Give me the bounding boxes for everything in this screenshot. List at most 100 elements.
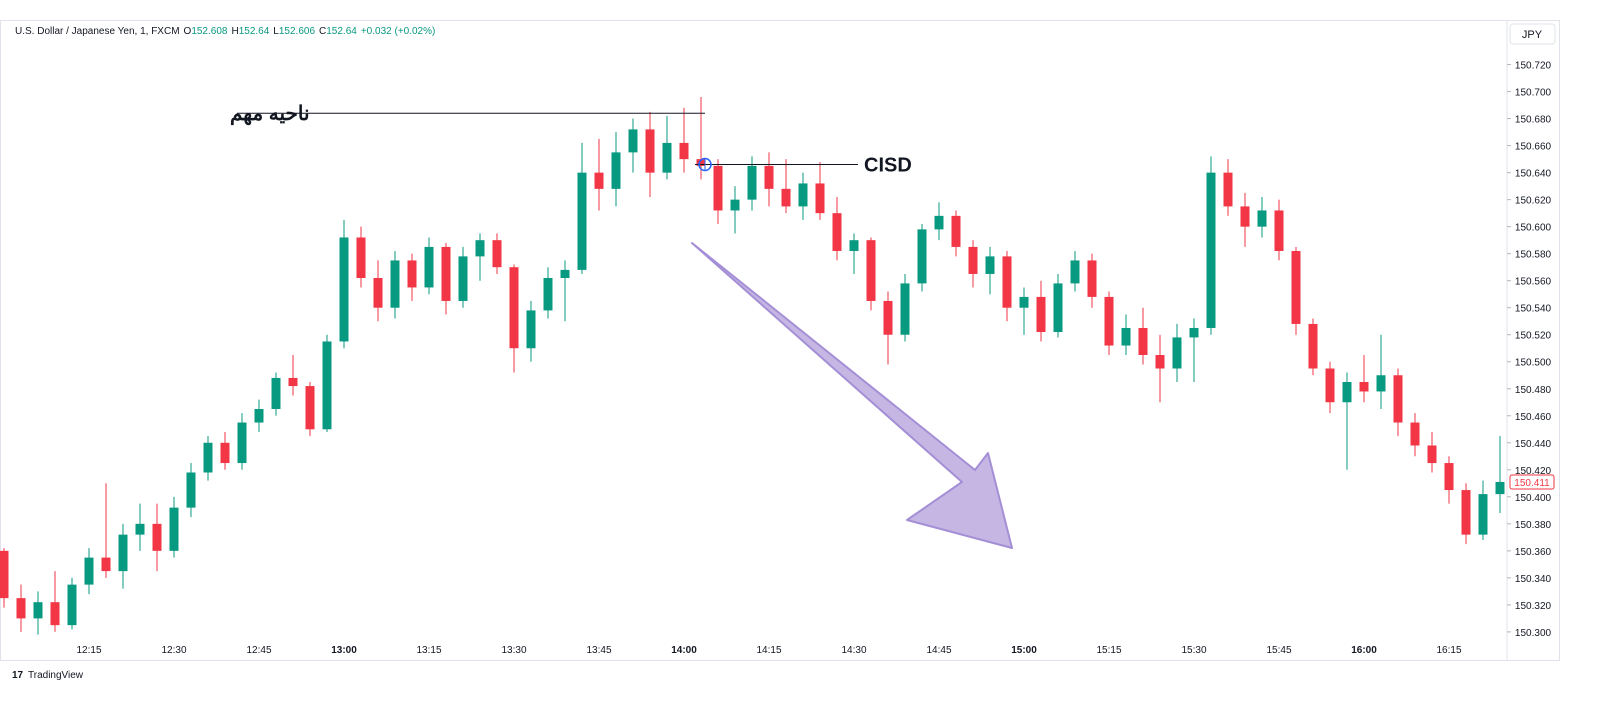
candle-body (33, 602, 43, 619)
y-tick-label: 150.700 (1515, 88, 1552, 99)
candle-body (1325, 368, 1335, 403)
candle-body (628, 129, 638, 153)
candle-body (968, 246, 978, 274)
candle-body (475, 240, 485, 257)
candle-body (662, 142, 672, 173)
candle-body (1070, 260, 1080, 284)
candle-body (764, 165, 774, 189)
y-tick-label: 150.520 (1515, 331, 1552, 342)
candle-body (1172, 337, 1182, 369)
y-tick-label: 150.400 (1515, 493, 1552, 504)
y-tick-label: 150.680 (1515, 115, 1552, 126)
ohlc-value: 152.64 (326, 26, 357, 37)
y-tick-label: 150.420 (1515, 466, 1552, 477)
x-tick-label: 14:15 (756, 645, 781, 656)
last-price: 150.411 (1514, 478, 1550, 489)
x-tick-label: 16:00 (1351, 645, 1377, 656)
candle-body (1495, 481, 1505, 495)
x-tick-label: 12:15 (76, 645, 101, 656)
candle-body (67, 584, 77, 626)
candle-body (1206, 172, 1216, 328)
candle-body (1461, 490, 1471, 535)
x-tick-label: 16:15 (1436, 645, 1461, 656)
candle-body (985, 256, 995, 274)
candle-body (1410, 422, 1420, 446)
ohlc-label: L (273, 26, 279, 37)
x-tick-label: 14:00 (671, 645, 697, 656)
y-tick-label: 150.660 (1515, 142, 1552, 153)
candle-body (322, 341, 332, 430)
symbol: U.S. Dollar / Japanese Yen, 1, FXCM (15, 26, 180, 37)
candle-body (101, 557, 111, 572)
candle-body (543, 277, 553, 311)
y-tick-label: 150.320 (1515, 601, 1552, 612)
candle-body (1104, 296, 1114, 346)
candle-body (152, 523, 162, 551)
annotation-text: ناحیه مهم (230, 103, 310, 126)
marks: 150.300 150.320 150.340 150.360 150.380 150.4… (0, 61, 1552, 656)
x-tick-label: 14:30 (841, 645, 866, 656)
candle-body (1376, 375, 1386, 392)
ohlc-value: 152.64 (238, 26, 270, 37)
ohlc-label: O (183, 26, 192, 37)
candle-body (560, 269, 570, 278)
y-tick-label: 150.440 (1515, 439, 1552, 450)
candle-body (492, 240, 502, 268)
candle-body (220, 442, 230, 464)
candle-body (16, 598, 26, 619)
candle-body (169, 507, 179, 551)
candle-body (118, 534, 128, 572)
candle-body (390, 260, 400, 308)
ohlc-label: C (319, 26, 327, 37)
candle-body (135, 523, 145, 535)
candle-body (594, 172, 604, 189)
candle-body (951, 215, 961, 247)
candle-body (305, 386, 315, 430)
candle-body (1444, 463, 1454, 491)
candle-body (271, 377, 281, 410)
candle-body (1478, 494, 1488, 535)
candle-body (237, 422, 247, 464)
x-tick-label: 15:30 (1181, 645, 1206, 656)
ohlc-label: H (231, 26, 239, 37)
candle-body (1189, 327, 1199, 338)
y-tick-label: 150.580 (1515, 250, 1552, 261)
x-tick-label: 13:15 (416, 645, 441, 656)
candle-body (203, 442, 213, 473)
x-tick-label: 15:45 (1266, 645, 1291, 656)
candle-body (1359, 382, 1369, 392)
x-tick-label: 14:45 (926, 645, 951, 656)
candle-body (356, 237, 366, 278)
candle-body (84, 557, 94, 585)
logo-mark: 17 (12, 670, 24, 681)
chart-frame (0, 20, 1560, 661)
y-tick-label: 150.620 (1515, 196, 1552, 207)
candle-body (526, 310, 536, 349)
change: +0.032 (+0.02%) (360, 26, 436, 37)
candle-body (50, 602, 60, 626)
candle-body (1308, 323, 1318, 369)
candle-body (798, 183, 808, 207)
ohlc-value: 152.608 (191, 26, 228, 37)
candle-body (1087, 260, 1097, 297)
y-tick-label: 150.720 (1515, 61, 1552, 72)
candle-body (373, 277, 383, 308)
y-tick-label: 150.300 (1515, 628, 1552, 639)
candle-body (1019, 296, 1029, 308)
x-tick-label: 15:00 (1011, 645, 1037, 656)
candle-body (1223, 172, 1233, 207)
x-tick-label: 15:15 (1096, 645, 1121, 656)
y-tick-label: 150.500 (1515, 358, 1552, 369)
candle-body (1053, 283, 1063, 333)
candle-body (611, 152, 621, 189)
candle-body (696, 159, 706, 166)
candle-body (1257, 210, 1267, 227)
candle-body (1393, 375, 1403, 423)
currency-box[interactable] (1509, 23, 1556, 45)
candle-body (679, 142, 689, 160)
candle-body (186, 472, 196, 508)
candle-body (815, 183, 825, 214)
ohlc-value: 152.606 (278, 26, 316, 37)
candle-body (458, 256, 468, 301)
